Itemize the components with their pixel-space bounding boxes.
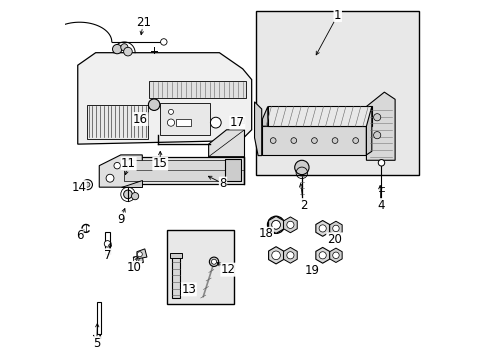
Text: 18: 18 xyxy=(258,227,273,240)
Circle shape xyxy=(167,119,174,126)
Circle shape xyxy=(286,252,293,259)
Circle shape xyxy=(332,252,339,258)
Circle shape xyxy=(211,259,216,264)
Bar xyxy=(171,257,179,298)
Polygon shape xyxy=(78,53,251,144)
Circle shape xyxy=(271,221,280,229)
Bar xyxy=(160,103,210,135)
Circle shape xyxy=(332,225,339,231)
Bar xyxy=(97,302,101,334)
Circle shape xyxy=(121,44,128,51)
Circle shape xyxy=(123,47,132,56)
Polygon shape xyxy=(137,249,147,259)
Circle shape xyxy=(209,257,218,266)
Circle shape xyxy=(373,132,380,139)
Bar xyxy=(124,160,241,181)
Text: 6: 6 xyxy=(76,229,83,242)
Bar xyxy=(176,119,190,126)
Text: 12: 12 xyxy=(221,263,235,276)
Bar xyxy=(105,232,109,253)
Text: 11: 11 xyxy=(121,157,136,170)
Polygon shape xyxy=(262,126,366,155)
Text: 13: 13 xyxy=(181,283,196,296)
Polygon shape xyxy=(133,255,143,264)
Circle shape xyxy=(378,159,384,166)
Circle shape xyxy=(270,138,276,143)
Bar xyxy=(224,159,241,181)
Circle shape xyxy=(112,44,122,54)
Text: 20: 20 xyxy=(326,233,341,246)
Text: 4: 4 xyxy=(376,199,384,212)
Polygon shape xyxy=(121,180,142,187)
Circle shape xyxy=(131,193,139,200)
Bar xyxy=(169,253,182,258)
Text: 16: 16 xyxy=(133,113,148,126)
Text: 21: 21 xyxy=(136,16,151,29)
Text: 2: 2 xyxy=(299,199,307,212)
Polygon shape xyxy=(267,107,371,126)
Circle shape xyxy=(290,138,296,143)
Circle shape xyxy=(210,117,221,128)
Circle shape xyxy=(331,138,337,143)
Circle shape xyxy=(168,109,173,114)
Text: 17: 17 xyxy=(229,116,244,129)
Polygon shape xyxy=(208,130,244,157)
Text: 5: 5 xyxy=(93,337,100,350)
Polygon shape xyxy=(254,102,261,156)
Text: 14: 14 xyxy=(71,181,86,194)
Text: 10: 10 xyxy=(126,261,141,274)
Circle shape xyxy=(238,118,244,123)
Circle shape xyxy=(160,39,167,45)
Circle shape xyxy=(85,182,90,187)
Polygon shape xyxy=(366,107,371,155)
Text: 1: 1 xyxy=(333,9,341,22)
Circle shape xyxy=(352,138,358,143)
Polygon shape xyxy=(366,92,394,160)
Text: 15: 15 xyxy=(152,157,167,170)
Polygon shape xyxy=(99,155,142,187)
Circle shape xyxy=(319,225,325,232)
Circle shape xyxy=(104,240,110,247)
Text: 7: 7 xyxy=(103,249,111,262)
Circle shape xyxy=(82,180,92,190)
Bar xyxy=(121,157,244,184)
Text: 8: 8 xyxy=(219,177,226,190)
Circle shape xyxy=(294,160,308,175)
Circle shape xyxy=(114,162,120,169)
Bar xyxy=(149,81,246,98)
Circle shape xyxy=(311,138,317,143)
Bar xyxy=(255,12,418,175)
Circle shape xyxy=(271,251,280,260)
Circle shape xyxy=(123,190,132,199)
Circle shape xyxy=(286,221,293,228)
Text: 9: 9 xyxy=(117,213,124,226)
Circle shape xyxy=(133,257,139,262)
Circle shape xyxy=(267,216,284,233)
Bar xyxy=(167,230,233,304)
Circle shape xyxy=(106,174,114,182)
Text: 19: 19 xyxy=(305,264,320,277)
Circle shape xyxy=(148,99,160,111)
Circle shape xyxy=(319,252,325,259)
Polygon shape xyxy=(262,107,267,126)
Circle shape xyxy=(271,221,280,229)
Circle shape xyxy=(137,252,142,257)
Circle shape xyxy=(373,114,380,121)
Bar xyxy=(236,118,244,123)
Bar xyxy=(86,105,147,139)
